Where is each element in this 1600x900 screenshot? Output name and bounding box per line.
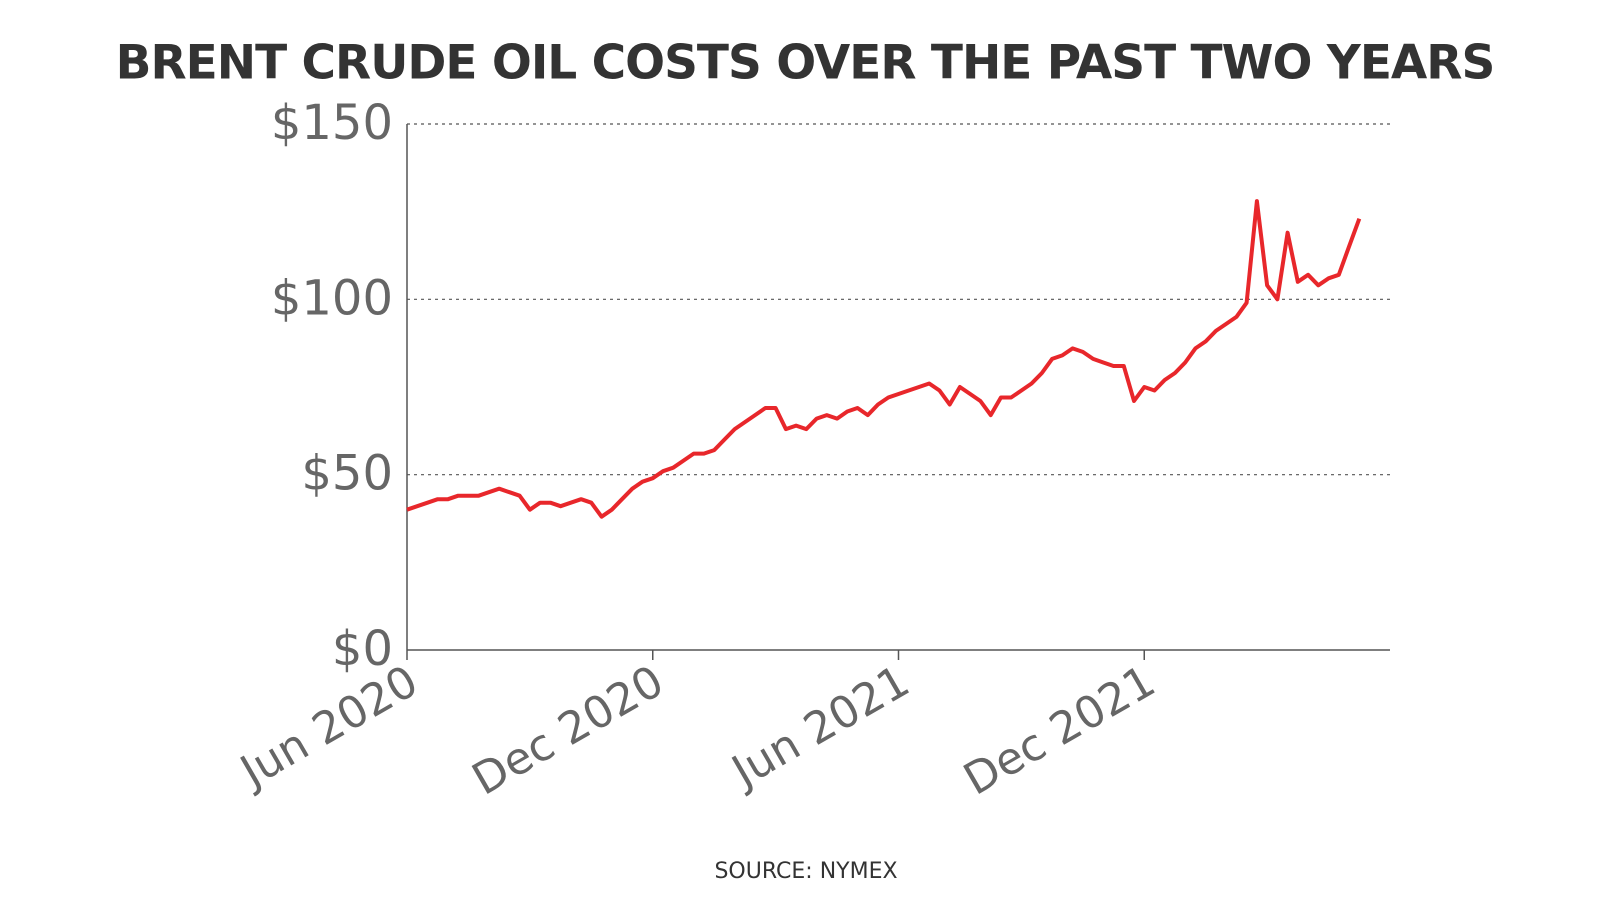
x-tick-label: Jun 2020	[230, 656, 427, 799]
x-tick-label: Dec 2020	[464, 656, 672, 806]
chart-title: BRENT CRUDE OIL COSTS OVER THE PAST TWO …	[116, 36, 1495, 91]
x-tick-label: Dec 2021	[955, 656, 1163, 806]
source-note: SOURCE: NYMEX	[714, 859, 897, 884]
y-tick-label: $150	[271, 95, 393, 151]
y-tick-label: $100	[271, 270, 393, 326]
x-tick-label: Jun 2021	[721, 656, 918, 799]
price-line	[406, 199, 1362, 519]
y-tick-label: $0	[332, 621, 393, 677]
y-tick-label: $50	[301, 446, 393, 502]
